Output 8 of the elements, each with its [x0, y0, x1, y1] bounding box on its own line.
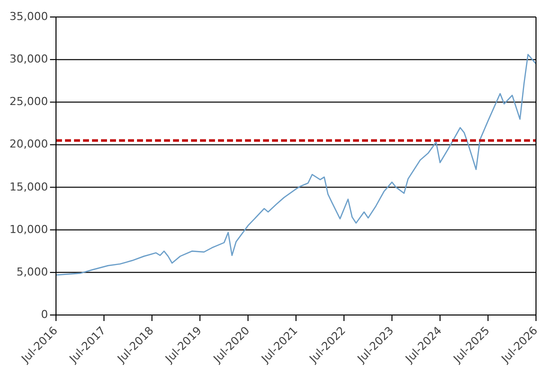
y-tick-label: 15,000: [10, 180, 48, 194]
y-tick-label: 25,000: [10, 95, 48, 108]
y-tick-label: 20,000: [10, 138, 48, 151]
y-tick-label: 35,000: [10, 10, 48, 24]
y-tick-label: 30,000: [10, 52, 48, 66]
y-tick-label: 0: [41, 308, 48, 322]
y-tick-label: 5,000: [16, 265, 48, 278]
y-tick-label: 10,000: [10, 222, 48, 236]
